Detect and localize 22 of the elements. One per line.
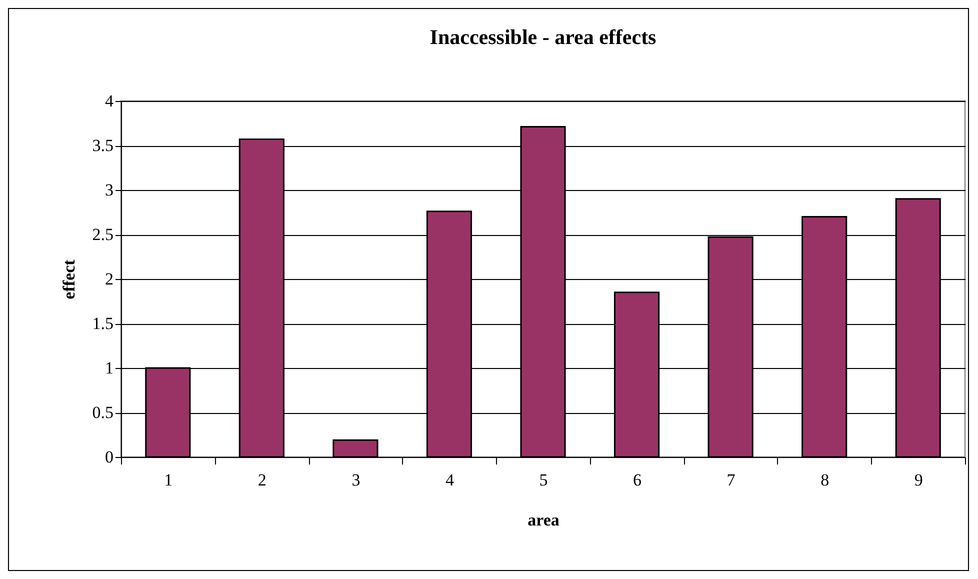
x-tick-label: 6 xyxy=(633,470,642,490)
bar xyxy=(332,439,378,458)
x-tick-label: 4 xyxy=(445,470,454,490)
y-tick-label: 3.5 xyxy=(92,136,114,155)
y-axis-title: effect xyxy=(59,259,78,300)
y-tick-label: 2.5 xyxy=(92,225,114,244)
y-tick-label: 1.5 xyxy=(92,314,114,333)
x-tick-label: 2 xyxy=(258,470,266,490)
y-tick-label: 3 xyxy=(105,180,114,200)
y-tick-label: 4 xyxy=(105,92,114,110)
x-tick-label: 5 xyxy=(539,470,548,490)
y-tick-label: 1 xyxy=(105,358,114,378)
x-tick-label: 9 xyxy=(914,470,923,490)
x-axis-title: area xyxy=(528,510,560,530)
x-tick-label: 1 xyxy=(164,470,173,490)
y-tick-label: 2 xyxy=(105,270,114,288)
chart-title: Inaccessible - area effects xyxy=(430,25,656,49)
y-tick-label: 0.5 xyxy=(92,403,114,422)
y-tick-label: 0 xyxy=(105,448,114,466)
x-tick-label: 3 xyxy=(352,470,360,490)
x-tick-label: 7 xyxy=(726,470,736,490)
x-tick-label: 8 xyxy=(820,470,830,490)
